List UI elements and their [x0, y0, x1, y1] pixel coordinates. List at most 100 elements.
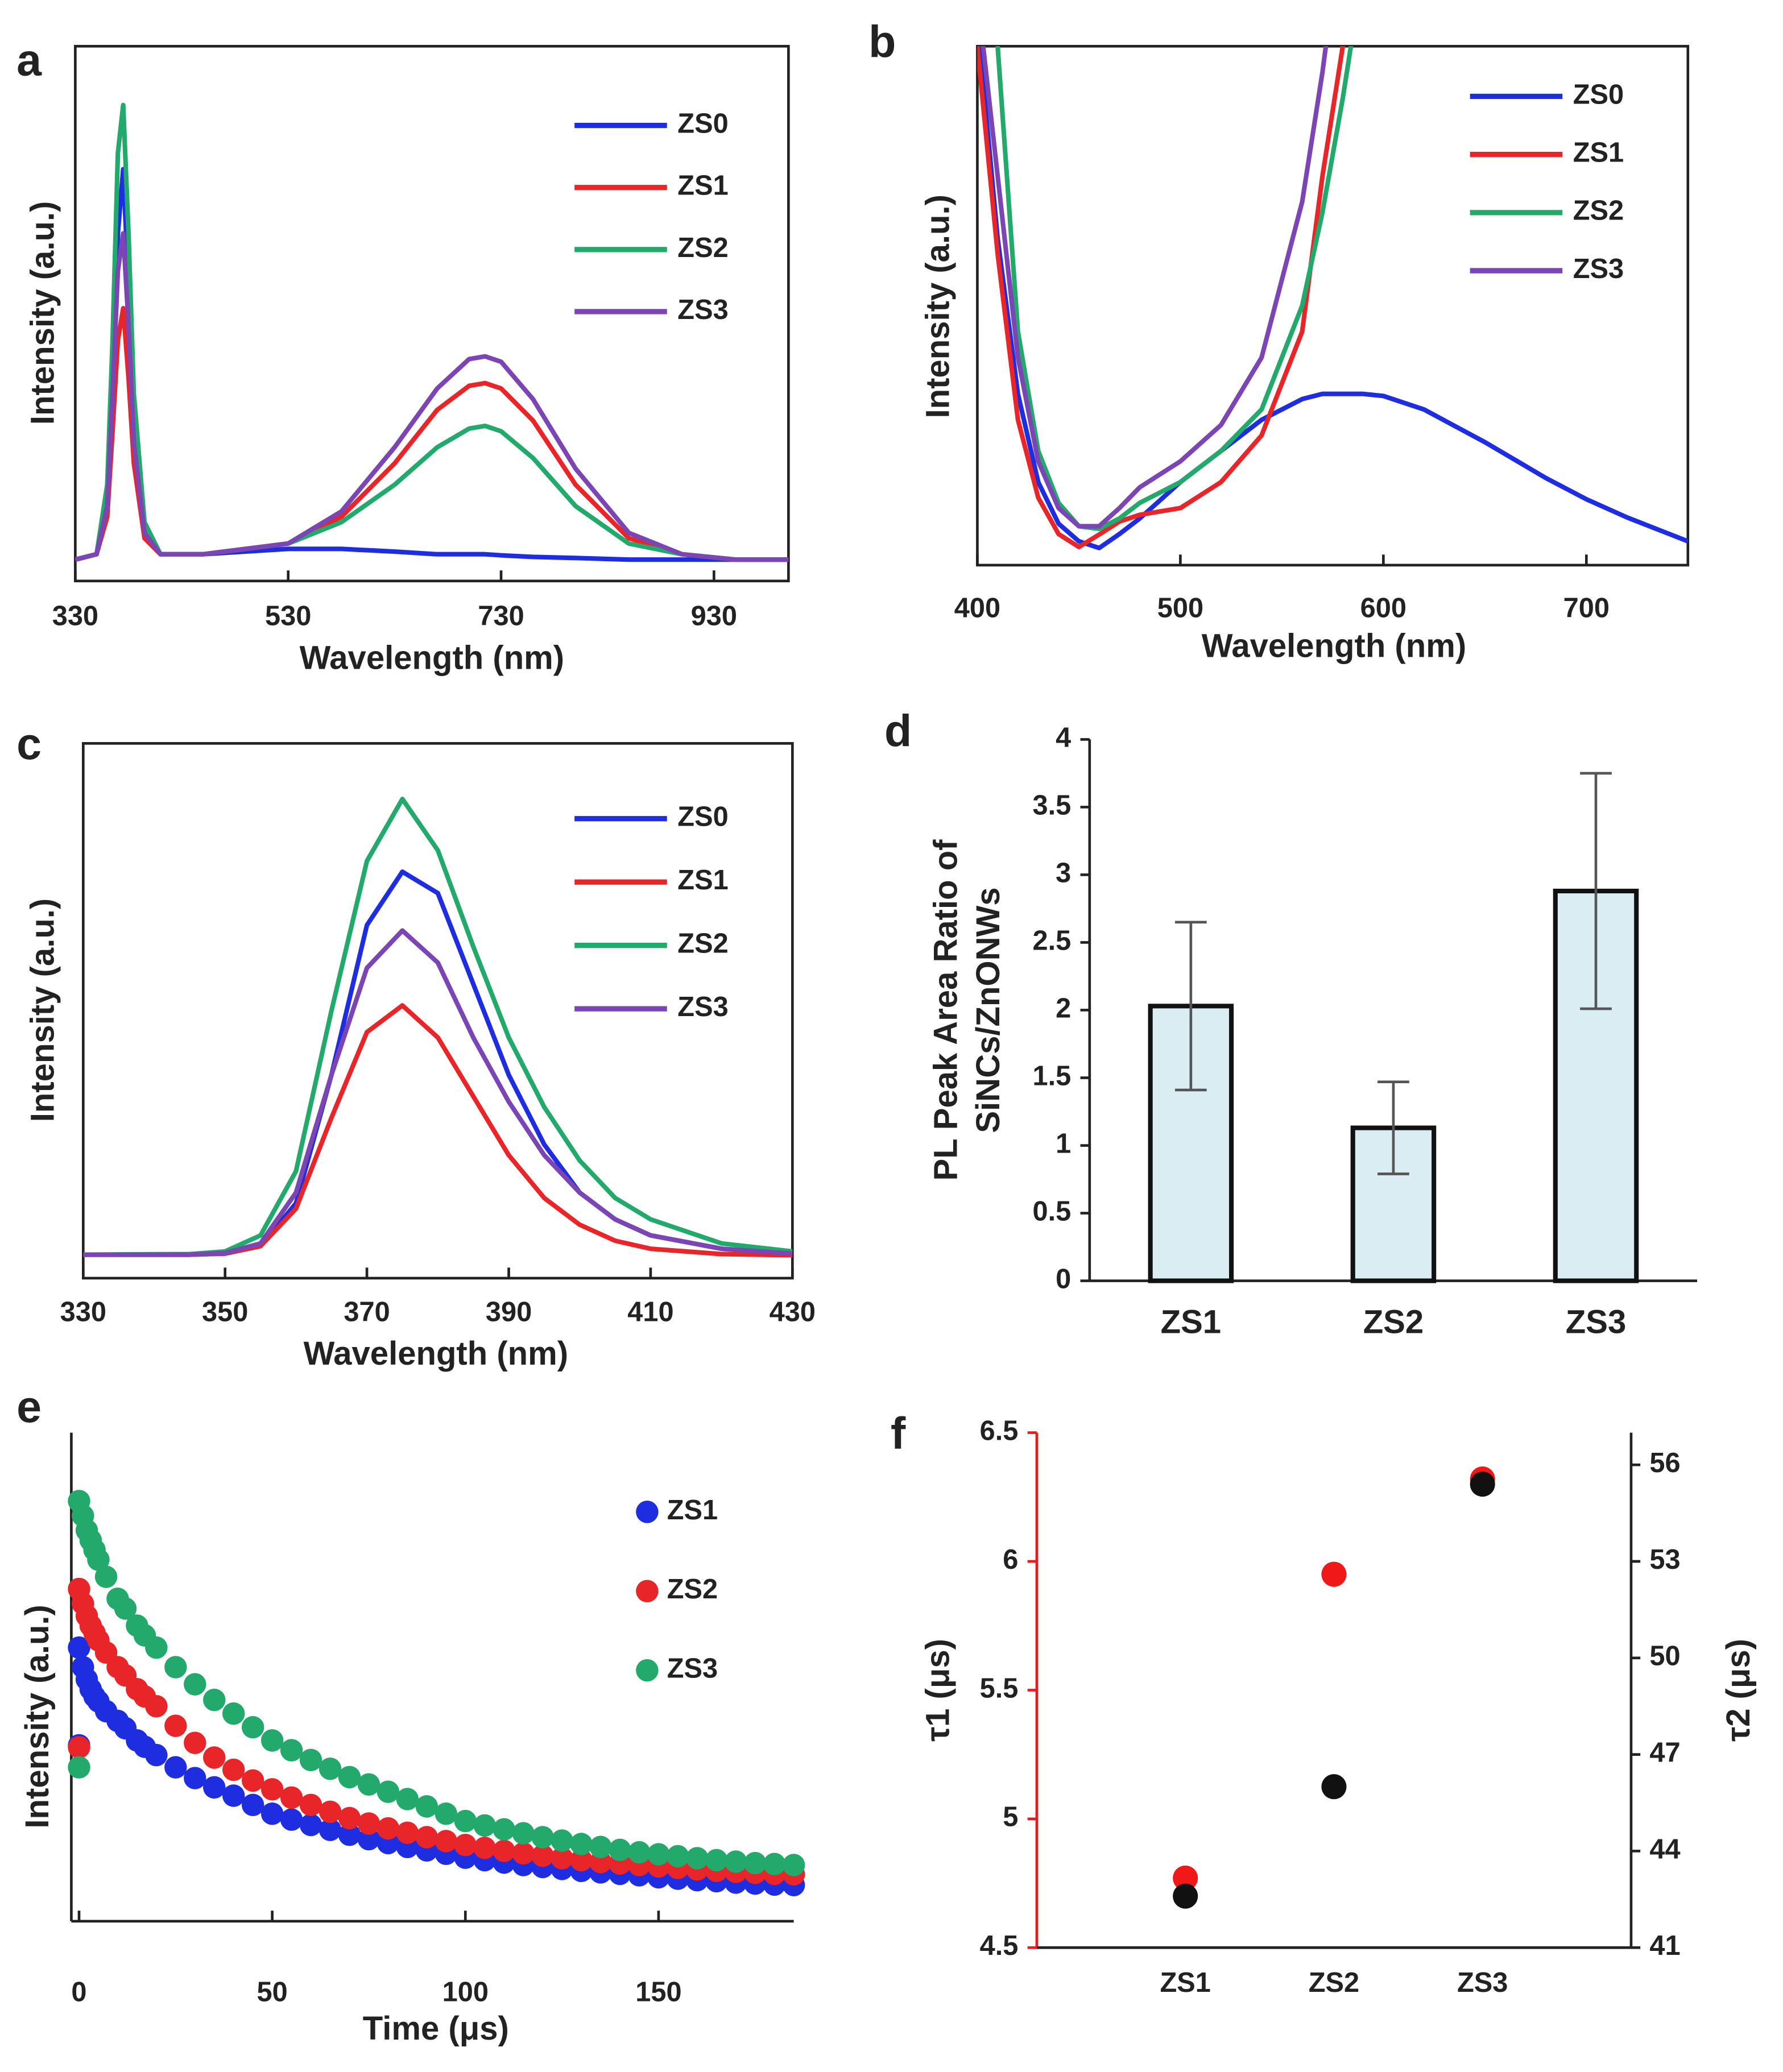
x-tick-label: 370 — [344, 1296, 390, 1327]
point — [570, 1833, 593, 1855]
legend-item: ZS2 — [574, 233, 729, 263]
y-axis-label: Intensity (a.u.) — [24, 201, 61, 425]
point — [763, 1853, 786, 1876]
legend-label: ZS3 — [677, 295, 728, 325]
y2-tick-label: 47 — [1649, 1738, 1680, 1768]
y-tick-label: 4.5 — [980, 1930, 1019, 1961]
panel: a Wavelength (nm) Intensity (a.u.) 330 530 73… — [16, 35, 790, 676]
point — [241, 1769, 264, 1792]
line — [75, 167, 789, 562]
point — [260, 1729, 284, 1752]
legend-item: ZS1 — [1470, 138, 1624, 168]
x-tick-label: ZS2 — [1309, 1967, 1359, 1998]
y-tick-label: 5.5 — [980, 1673, 1019, 1704]
point — [1321, 1561, 1347, 1587]
point — [1173, 1883, 1198, 1909]
point — [454, 1809, 477, 1833]
plot-frame — [976, 44, 1690, 567]
legend-label: ZS2 — [677, 233, 728, 263]
point — [415, 1826, 438, 1849]
y-tick-label: 2.5 — [1033, 925, 1072, 956]
point — [473, 1814, 496, 1837]
point — [94, 1565, 118, 1588]
legend-item: ZS1 — [636, 1495, 718, 1526]
point — [184, 1673, 206, 1696]
line — [977, 46, 1688, 550]
y2-tick-label: 56 — [1649, 1448, 1680, 1478]
panel: e Time (μs) Intensity (a.u.) 0 50 100 150 ZS1 ZS… — [16, 1382, 805, 2047]
line — [83, 928, 793, 1257]
legend-label: ZS3 — [1573, 254, 1624, 284]
point — [318, 1757, 342, 1780]
y-tick-label: 6 — [1003, 1544, 1018, 1575]
point — [299, 1748, 322, 1772]
x-axis-label: Time (μs) — [363, 2010, 509, 2047]
legend-label: ZS1 — [677, 865, 728, 896]
x-axis-label: Wavelength (nm) — [1202, 628, 1466, 665]
point — [531, 1826, 554, 1849]
line — [83, 1003, 793, 1258]
point — [184, 1731, 206, 1754]
point — [435, 1802, 458, 1825]
point — [260, 1802, 284, 1825]
line — [75, 231, 789, 562]
legend-marker — [636, 1659, 659, 1682]
point — [512, 1822, 535, 1845]
point — [68, 1636, 90, 1659]
point — [260, 1778, 284, 1801]
point — [377, 1780, 400, 1803]
point — [415, 1795, 438, 1818]
legend-item: ZS0 — [1470, 79, 1624, 110]
point — [357, 1827, 380, 1851]
point — [628, 1841, 651, 1864]
y-tick-label: 5 — [1003, 1802, 1018, 1833]
point — [493, 1818, 515, 1841]
point — [318, 1818, 342, 1841]
panel-label: d — [884, 706, 912, 756]
point — [551, 1829, 573, 1852]
point — [512, 1842, 535, 1865]
point — [396, 1788, 419, 1810]
point — [338, 1806, 361, 1830]
y-tick-label: 2 — [1056, 993, 1071, 1023]
point — [241, 1715, 264, 1739]
point — [184, 1767, 206, 1789]
panel-label: f — [891, 1408, 906, 1458]
point — [454, 1834, 477, 1856]
point — [396, 1821, 419, 1845]
legend-label: ZS3 — [667, 1653, 718, 1684]
x-tick-label: 430 — [770, 1296, 816, 1327]
panel-label: e — [16, 1382, 42, 1432]
legend-label: ZS0 — [677, 802, 728, 832]
y2-tick-label: 50 — [1649, 1641, 1680, 1672]
point — [203, 1746, 226, 1769]
y2-tick-label: 41 — [1649, 1930, 1680, 1961]
point — [338, 1766, 361, 1789]
legend-label: ZS3 — [677, 992, 728, 1022]
y2-tick-label: 44 — [1649, 1834, 1680, 1864]
point — [299, 1793, 322, 1817]
point — [357, 1773, 380, 1796]
point — [1321, 1774, 1347, 1800]
y-axis-label: Intensity (a.u.) — [24, 898, 61, 1122]
legend-item: ZS2 — [1470, 196, 1624, 226]
legend-item: ZS3 — [1470, 254, 1624, 284]
y-tick-label: 0 — [1056, 1263, 1071, 1294]
point — [705, 1849, 728, 1872]
point — [164, 1756, 187, 1779]
panel: c Wavelength (nm) Intensity (a.u.) 330 350 37… — [16, 719, 816, 1372]
y-axis-label: Intensity (a.u.) — [19, 1605, 56, 1828]
x-tick-label: 100 — [442, 1976, 489, 2007]
x-axis-label: Wavelength (nm) — [300, 639, 564, 676]
point — [222, 1784, 245, 1807]
line — [75, 102, 789, 562]
point — [203, 1688, 226, 1712]
x-tick-label: 530 — [265, 601, 311, 632]
panel: f τ1 (μs) τ2 (μs) 4.5 5 5.5 6 6.5 41 44 47 50 53 56 ZS… — [891, 1408, 1757, 1998]
y-tick-label: 1.5 — [1033, 1060, 1072, 1091]
y-axis-label: PL Peak Area Ratio of — [928, 839, 965, 1181]
point — [647, 1843, 670, 1866]
legend-item: ZS1 — [574, 865, 729, 896]
